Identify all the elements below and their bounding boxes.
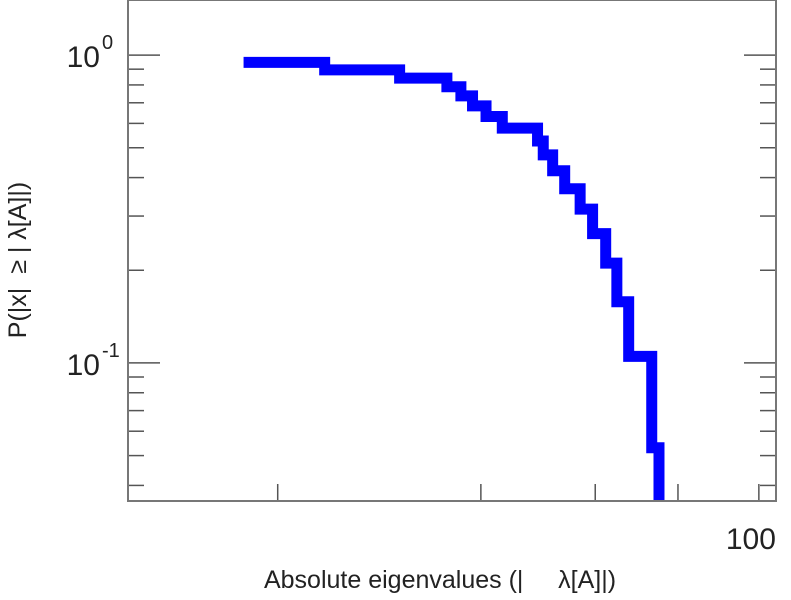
plot-frame	[127, 0, 777, 502]
x-tick-label: 100	[726, 523, 776, 556]
x-axis-label: Absolute eigenvalues (| λ[A]|)	[264, 566, 616, 594]
y-tick-label: 10	[67, 349, 100, 382]
axis-ticks	[128, 54, 776, 501]
y-tick-exponent: -1	[102, 340, 120, 362]
y-axis-label: P(|x| ≥ | λ[A]|)	[4, 182, 32, 338]
y-tick-label: 10	[67, 41, 100, 74]
ccdf-step-line	[243, 56, 665, 501]
y-tick-exponent: 0	[102, 32, 113, 54]
